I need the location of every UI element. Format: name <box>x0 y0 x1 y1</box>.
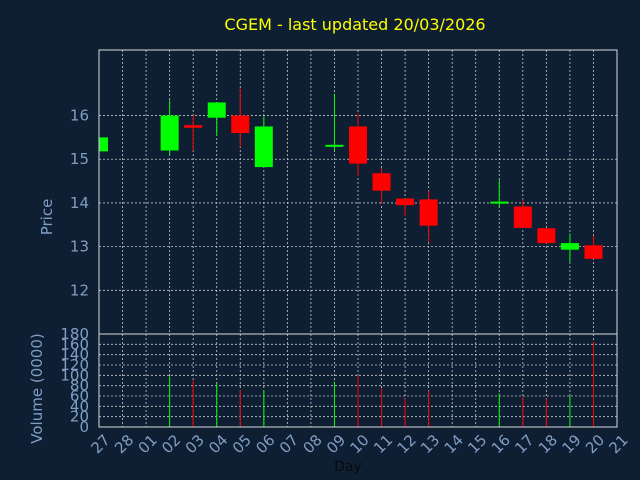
day-tick-label: 02 <box>158 431 184 457</box>
day-tick-label: 05 <box>229 431 255 457</box>
volume-y-tick-label: 60 <box>70 387 89 405</box>
volume-y-tick-label: 140 <box>60 346 89 364</box>
day-tick-label: 10 <box>347 431 373 457</box>
day-tick-label: 01 <box>135 431 161 457</box>
price-candles <box>98 88 603 262</box>
volume-y-tick-label: 80 <box>70 377 89 395</box>
day-tick-label: 08 <box>299 431 325 457</box>
candle-body <box>584 245 603 259</box>
price-y-tick-labels: 12 13 14 15 16 <box>70 107 89 300</box>
candle-body <box>419 199 438 226</box>
price-grid <box>99 50 617 334</box>
candle-02 <box>160 100 179 155</box>
price-y-tick-label: 14 <box>70 194 89 212</box>
candle-body <box>349 126 367 164</box>
candle-10 <box>349 113 367 176</box>
chart-title: CGEM - last updated 20/03/2026 <box>224 15 485 34</box>
price-y-tick-label: 12 <box>70 281 89 299</box>
day-tick-label: 12 <box>394 431 420 457</box>
day-tick-label: 20 <box>582 431 608 457</box>
candle-11 <box>372 167 391 204</box>
candle-18 <box>537 228 556 244</box>
day-tick-label: 27 <box>88 431 114 457</box>
price-panel: 12 13 14 15 16 Price <box>38 49 618 335</box>
candle-body <box>560 243 579 250</box>
candle-05 <box>231 88 250 147</box>
day-tick-label: 28 <box>111 431 137 457</box>
candle-body <box>160 115 179 151</box>
candle-27 <box>98 137 108 152</box>
day-tick-label: 11 <box>370 431 396 457</box>
volume-y-tick-label: 120 <box>60 356 89 374</box>
candle-13 <box>419 190 438 243</box>
volume-y-tick-label: 40 <box>70 397 89 415</box>
candle-03 <box>184 115 203 151</box>
day-tick-label: 16 <box>488 431 514 457</box>
price-y-tick-label: 15 <box>70 150 89 168</box>
price-y-tick-label: 16 <box>70 107 89 125</box>
candle-body <box>325 144 344 147</box>
candle-16 <box>490 180 509 208</box>
candle-17 <box>513 199 532 228</box>
day-tick-label: 14 <box>441 431 467 457</box>
day-tick-label: 06 <box>252 431 278 457</box>
candle-body <box>254 126 273 168</box>
price-axis-label: Price <box>38 199 56 236</box>
candle-body <box>372 173 391 191</box>
candle-body <box>396 198 415 206</box>
day-axis-label: Day <box>334 459 362 475</box>
candle-09 <box>325 93 344 151</box>
day-tick-label: 17 <box>511 431 537 457</box>
candle-body <box>513 206 532 228</box>
candle-19 <box>560 233 579 262</box>
volume-plot-frame <box>98 333 618 428</box>
volume-axis-label: Volume (0000) <box>28 333 46 443</box>
candle-body <box>99 137 108 152</box>
day-tick-label: 09 <box>323 431 349 457</box>
candle-12 <box>396 198 415 217</box>
volume-y-tick-label: 0 <box>79 418 89 436</box>
day-tick-labels: 2728010203040506070809101112131415161718… <box>88 431 632 457</box>
candle-body <box>537 228 556 244</box>
day-tick-label: 13 <box>417 431 443 457</box>
day-tick-label: 03 <box>182 431 208 457</box>
day-tick-label: 18 <box>535 431 561 457</box>
volume-bars <box>169 341 594 427</box>
candle-04 <box>207 102 226 136</box>
candle-body <box>231 115 250 134</box>
day-tick-label: 21 <box>606 431 632 457</box>
candle-body <box>207 102 226 118</box>
volume-y-tick-label: 160 <box>60 335 89 353</box>
day-tick-label: 04 <box>205 431 231 457</box>
day-tick-label: 15 <box>464 431 490 457</box>
candle-body <box>184 125 203 128</box>
volume-y-tick-label: 100 <box>60 366 89 384</box>
day-tick-label: 19 <box>558 431 584 457</box>
price-y-tick-label: 13 <box>70 238 89 256</box>
candle-06 <box>254 116 273 168</box>
day-tick-label: 07 <box>276 431 302 457</box>
candle-20 <box>584 235 603 259</box>
candle-body <box>490 201 509 204</box>
volume-y-tick-label: 180 <box>60 325 89 343</box>
volume-y-tick-label: 20 <box>70 408 89 426</box>
